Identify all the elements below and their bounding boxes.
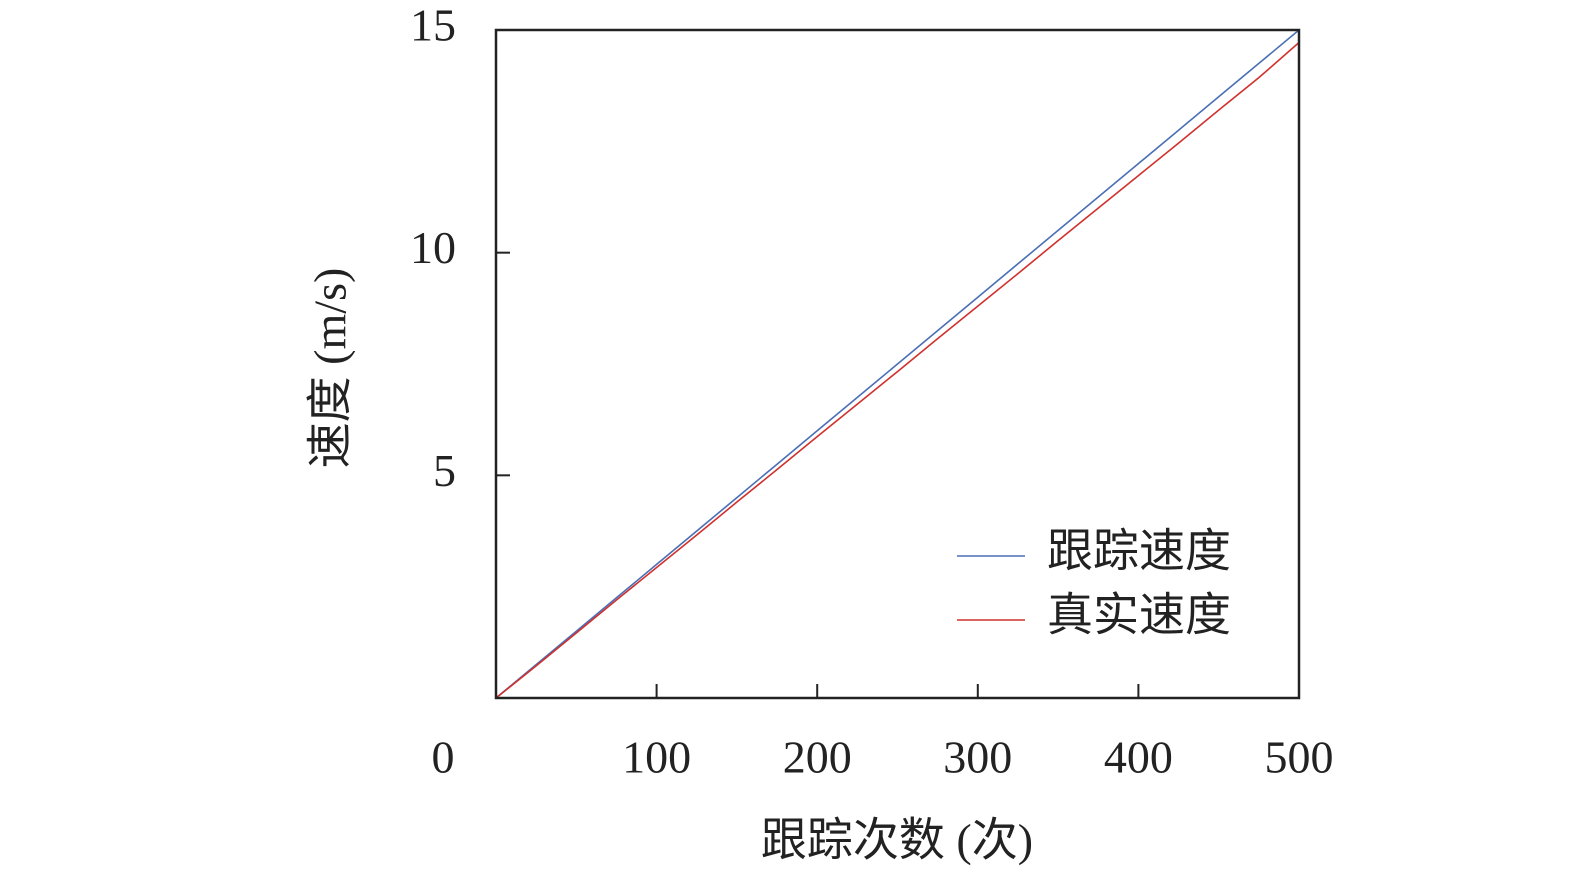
series-line	[495, 41, 1300, 699]
x-tick-label: 200	[783, 732, 852, 783]
y-tick-label: 15	[410, 0, 456, 51]
y-axis-label: 速度 (m/s)	[305, 268, 356, 469]
y-tick-label: 5	[433, 445, 456, 496]
x-tick-label: 400	[1104, 732, 1173, 783]
x-tick-label: 0	[432, 732, 455, 783]
legend-label: 真实速度	[1047, 590, 1231, 641]
plot-frame	[494, 28, 1301, 700]
series-line	[495, 29, 1300, 699]
x-tick-label: 100	[622, 732, 691, 783]
x-tick-label: 500	[1265, 732, 1334, 783]
x-axis-label: 跟踪次数 (次)	[761, 815, 1033, 866]
legend-label: 跟踪速度	[1047, 526, 1231, 577]
x-tick-label: 300	[943, 732, 1012, 783]
y-tick-label: 10	[410, 222, 456, 273]
